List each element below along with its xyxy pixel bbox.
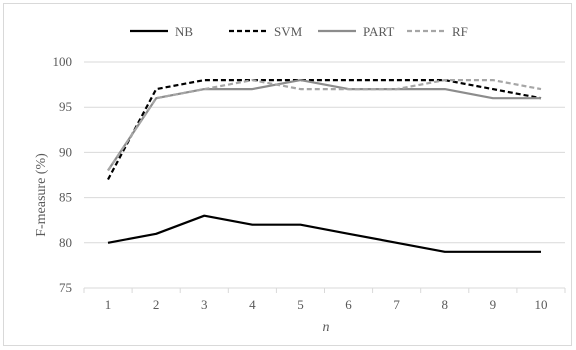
series-line-rf [107, 78, 542, 172]
x-tick-label: 8 [442, 297, 449, 312]
chart-frame [3, 3, 572, 346]
series-line-part [107, 78, 541, 172]
legend-label-rf: RF [452, 24, 468, 39]
legend-label-part: PART [363, 24, 394, 39]
x-axis-ticks: 1 2 3 4 5 6 7 8 9 10 [105, 297, 548, 312]
y-axis-label: F-measure (%) [34, 153, 49, 237]
x-tick-label: 9 [490, 297, 497, 312]
y-tick-label: 100 [53, 54, 73, 69]
y-tick-label: 75 [59, 280, 72, 295]
y-tick-label: 90 [59, 144, 72, 159]
gridlines [84, 61, 565, 244]
x-tick-label: 3 [201, 297, 208, 312]
series-line-nb [107, 214, 541, 253]
x-axis [83, 287, 566, 293]
x-tick-label: 5 [297, 297, 304, 312]
legend-label-svm: SVM [274, 24, 303, 39]
y-tick-label: 80 [59, 235, 72, 250]
x-tick-label: 6 [345, 297, 352, 312]
x-tick-label: 1 [105, 297, 112, 312]
x-tick-label: 4 [249, 297, 256, 312]
legend: NB SVM PART RF [130, 24, 468, 39]
y-axis-ticks: 75 80 85 90 95 100 [53, 54, 73, 295]
series-lines [107, 78, 542, 253]
x-tick-label: 2 [153, 297, 160, 312]
x-tick-label: 10 [534, 297, 547, 312]
x-tick-label: 7 [393, 297, 400, 312]
series-line-svm [107, 78, 542, 181]
y-tick-label: 85 [59, 190, 72, 205]
legend-label-nb: NB [175, 24, 193, 39]
x-axis-label: n [323, 320, 330, 335]
y-tick-label: 95 [59, 99, 72, 114]
